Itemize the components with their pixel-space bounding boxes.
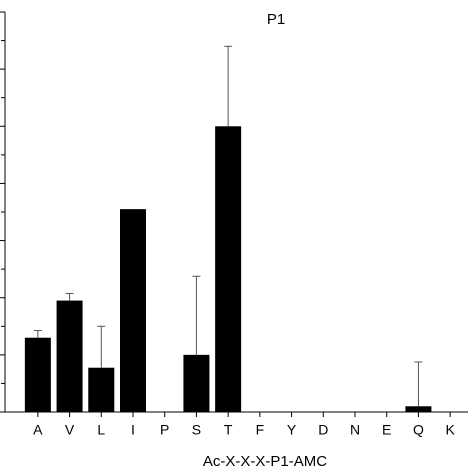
- bar: [215, 126, 242, 413]
- bar: [24, 337, 51, 412]
- x-tick-label: V: [65, 422, 75, 438]
- x-tick-label: Y: [287, 422, 297, 438]
- bar: [56, 300, 83, 412]
- x-tick-label: N: [350, 422, 360, 438]
- x-tick-label: D: [318, 422, 328, 438]
- error-bar: [192, 275, 201, 355]
- error-bar: [97, 325, 106, 368]
- error-bar: [224, 45, 233, 127]
- bar: [120, 209, 146, 412]
- x-tick-label: E: [382, 422, 391, 438]
- x-tick-label: P: [160, 422, 169, 438]
- bar: [88, 367, 115, 412]
- x-tick-label: T: [224, 422, 233, 438]
- x-tick-label: A: [33, 422, 43, 438]
- error-bar: [414, 361, 423, 407]
- x-tick-label: I: [131, 422, 135, 438]
- x-axis-label: Ac-X-X-X-P1-AMC: [203, 453, 327, 470]
- x-tick-label: S: [192, 422, 201, 438]
- bar: [405, 406, 432, 412]
- chart-title: P1: [267, 11, 285, 28]
- error-bar: [33, 330, 42, 338]
- x-tick-label: Q: [413, 422, 424, 438]
- error-bar: [65, 292, 74, 301]
- x-tick-label: K: [445, 422, 455, 438]
- x-tick-label: L: [97, 422, 105, 438]
- x-tick-label: F: [256, 422, 265, 438]
- bar: [183, 354, 210, 412]
